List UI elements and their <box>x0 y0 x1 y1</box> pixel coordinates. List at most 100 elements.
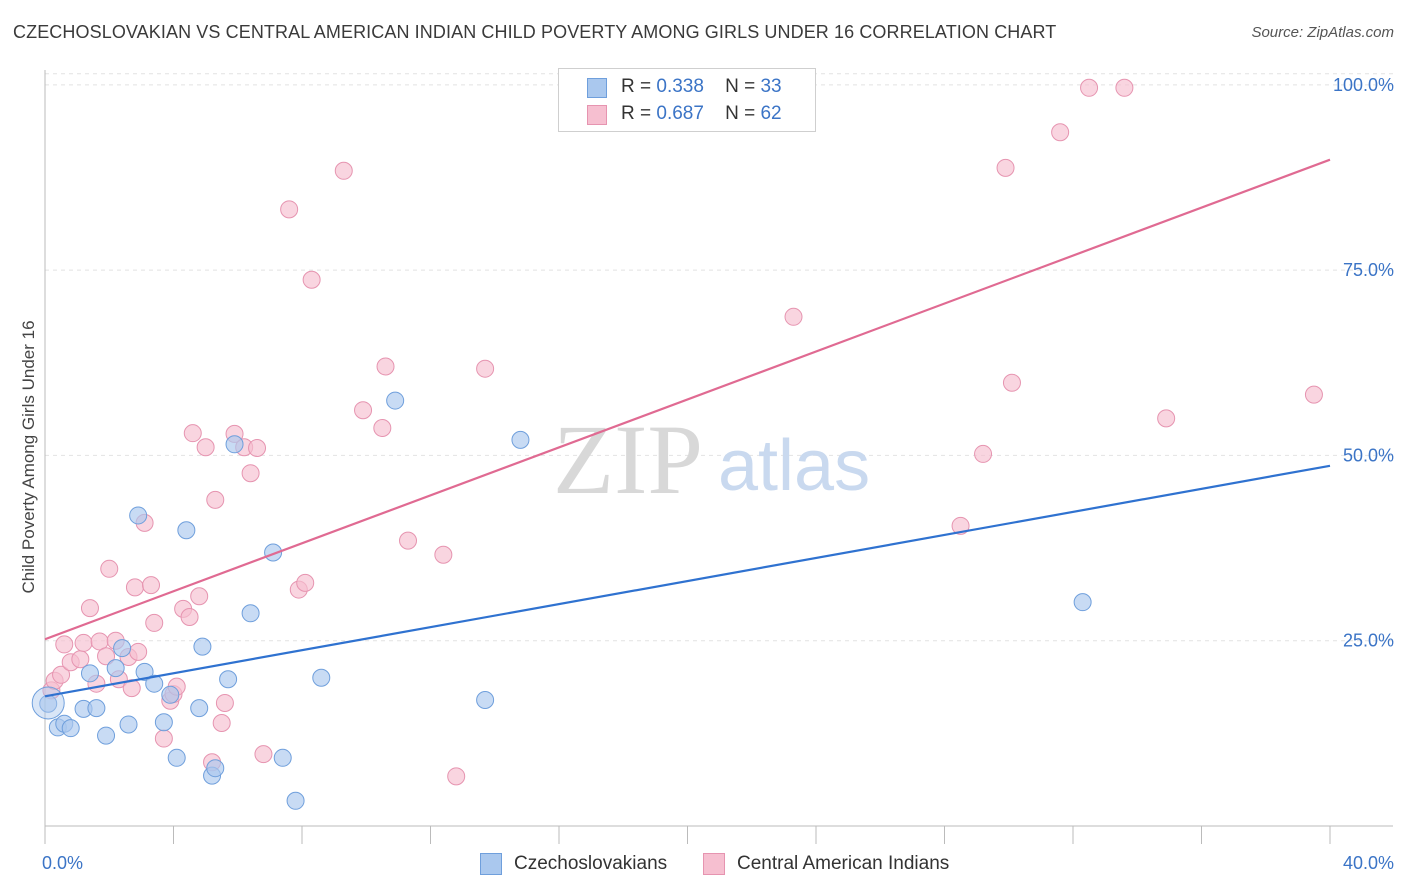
central-american-indian-point <box>55 635 74 654</box>
central-american-indian-point <box>376 357 395 376</box>
czechoslovakian-point <box>273 748 292 767</box>
central-american-indian-point <box>354 401 373 420</box>
bottom-legend-central-american-indians: Central American Indians <box>703 852 949 876</box>
czechoslovakian-point <box>80 664 99 683</box>
x-tick-label: 0.0% <box>42 853 83 873</box>
czechoslovakian-point <box>106 659 125 678</box>
central-american-indian-point <box>1080 78 1099 97</box>
central-american-indian-point <box>280 200 299 219</box>
central-american-indian-point <box>951 516 970 535</box>
watermark: ZIP atlas <box>553 404 870 515</box>
central-american-indian-point <box>180 607 199 626</box>
czechoslovakian-point <box>87 699 106 718</box>
czechoslovakian-point <box>476 691 495 709</box>
central-american-indian-point <box>154 729 173 748</box>
central-american-indian-point <box>434 545 453 564</box>
central-american-indian-point <box>996 158 1015 177</box>
central-american-indian-point <box>100 559 119 578</box>
czechoslovakian-point <box>97 726 116 745</box>
czechoslovakian-point <box>61 719 80 738</box>
czechoslovakian-point <box>1073 593 1092 612</box>
czechoslovakian-point <box>119 715 138 734</box>
legend-n-label: N = <box>725 103 756 124</box>
central-american-indian-point <box>334 161 353 180</box>
central-american-indian-point <box>212 713 231 732</box>
y-tick-label: 25.0% <box>1343 631 1394 651</box>
bottom-legend-czechoslovakians: Czechoslovakians <box>480 852 667 876</box>
legend-n-value: 62 <box>760 103 782 124</box>
czechoslovakian-point <box>225 435 244 454</box>
czechoslovakian-point <box>177 521 196 540</box>
czechoslovakian-point-cluster <box>31 686 65 720</box>
legend-n-label: N = <box>725 76 756 97</box>
tick-labels: 25.0% 50.0% 75.0% 100.0% 0.0% 40.0% <box>42 75 1394 873</box>
czechoslovakian-point <box>135 662 154 681</box>
legend-r-value: 0.687 <box>656 103 704 124</box>
legend-r-value: 0.338 <box>656 76 704 97</box>
legend-swatch-blue <box>587 78 607 98</box>
central-american-indian-point <box>373 418 392 437</box>
czechoslovakian-point <box>161 685 180 704</box>
legend-n-value: 33 <box>760 76 782 97</box>
legend-r-label: R = <box>621 103 652 124</box>
czechoslovakian-point <box>241 604 260 623</box>
central-american-indian-point <box>302 270 321 289</box>
bottom-legend-swatch-pink <box>703 853 725 875</box>
central-american-indian-point <box>97 647 116 666</box>
trend-lines <box>44 158 1331 698</box>
central-american-indian-point <box>52 665 71 684</box>
central-american-indian-point <box>476 359 495 378</box>
czechoslovakian-trend-line <box>44 464 1331 698</box>
y-tick-label: 75.0% <box>1343 260 1394 280</box>
x-tick-label: 40.0% <box>1343 853 1394 873</box>
czechoslovakian-point <box>286 791 305 810</box>
legend-swatch-pink <box>587 105 607 125</box>
source-credit: Source: ZipAtlas.com <box>1251 24 1394 41</box>
czechoslovakian-point <box>190 699 209 718</box>
correlation-legend: R = 0.338 N = 33 R = 0.687 N = 62 <box>558 68 816 132</box>
czechoslovakian-point <box>145 674 164 693</box>
central-american-indian-point <box>1115 78 1134 97</box>
czechoslovakian-point <box>193 637 212 656</box>
gridlines <box>45 73 1393 642</box>
central-american-indian-point <box>974 444 993 463</box>
central-american-indian-point <box>1157 409 1176 428</box>
czechoslovakian-point <box>167 748 186 767</box>
central-american-indian-point <box>196 438 215 457</box>
czechoslovakian-point <box>511 430 530 449</box>
central-american-indian-point <box>74 633 93 652</box>
bottom-legend-swatch-blue <box>480 853 502 875</box>
watermark-atlas: atlas <box>718 426 870 506</box>
czechoslovakian-point <box>154 713 173 732</box>
central-american-indian-point <box>1002 373 1021 392</box>
central-american-indian-point <box>447 767 466 786</box>
central-american-indian-point <box>129 642 148 661</box>
central-american-indian-point <box>254 745 273 764</box>
chart-title: CZECHOSLOVAKIAN VS CENTRAL AMERICAN INDI… <box>13 22 1057 42</box>
y-axis-label: Child Poverty Among Girls Under 16 <box>19 320 38 593</box>
bottom-legend-label: Czechoslovakians <box>514 853 668 874</box>
central-american-indian-point <box>296 573 315 592</box>
central-american-indian-point <box>142 576 161 595</box>
central-american-indian-point <box>125 578 144 597</box>
central-american-indian-point <box>241 464 260 483</box>
bottom-legend-label: Central American Indians <box>737 853 950 874</box>
czechoslovakian-point <box>129 506 148 525</box>
y-tick-label: 100.0% <box>1333 75 1394 95</box>
czechoslovakian-point <box>113 639 132 658</box>
czechoslovakian-point <box>312 668 331 687</box>
czechoslovakian-point <box>219 670 238 689</box>
central-american-indian-point <box>183 424 202 443</box>
central-american-indian-point <box>248 439 267 457</box>
central-american-indian-point <box>215 693 234 712</box>
central-american-indian-point <box>80 599 99 618</box>
central-american-indian-point <box>784 307 803 326</box>
central-american-indian-point <box>1304 385 1323 404</box>
central-american-indian-point <box>399 531 418 550</box>
central-american-indian-point <box>145 613 164 632</box>
central-american-indian-point <box>206 490 225 509</box>
central-american-indian-trend-line <box>44 158 1331 641</box>
legend-r-label: R = <box>621 76 652 97</box>
y-tick-label: 50.0% <box>1343 445 1394 465</box>
